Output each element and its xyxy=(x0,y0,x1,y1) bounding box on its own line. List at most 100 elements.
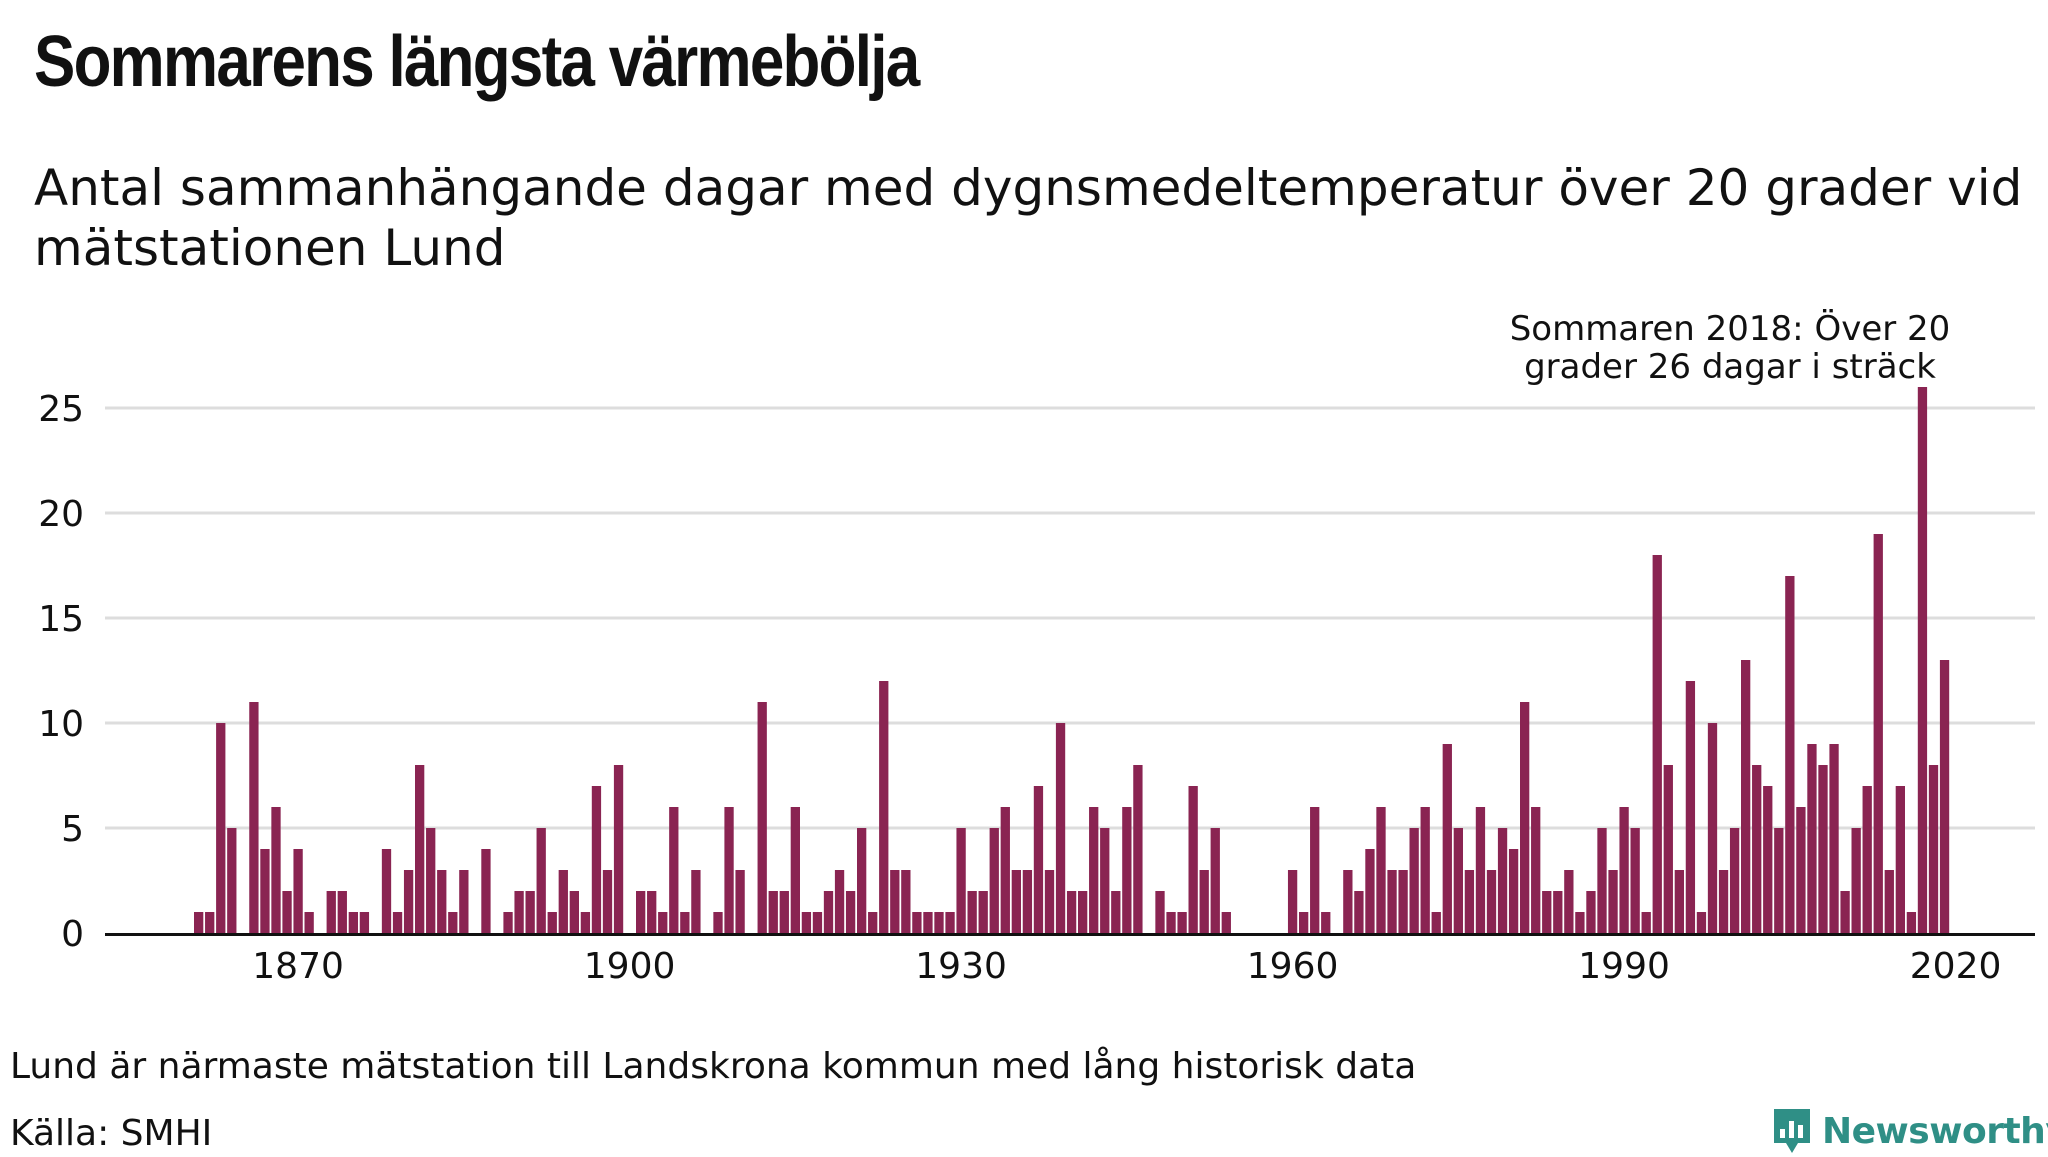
bar-1974 xyxy=(1442,744,1452,933)
bar-1882 xyxy=(426,828,436,933)
x-tick-label: 2020 xyxy=(1910,946,2002,987)
x-tick-label: 1900 xyxy=(584,946,676,987)
bar-1868 xyxy=(271,807,281,933)
bar-1988 xyxy=(1597,828,1607,933)
bar-1905 xyxy=(680,912,690,933)
y-tick-label: 10 xyxy=(38,704,84,745)
bar-1923 xyxy=(879,681,889,933)
bar-1967 xyxy=(1365,849,1375,933)
bar-1922 xyxy=(868,912,878,933)
bar-1891 xyxy=(525,891,535,933)
bar-1881 xyxy=(415,765,425,933)
bar-1980 xyxy=(1508,849,1519,933)
bar-1976 xyxy=(1464,870,1475,933)
bar-1985 xyxy=(1564,870,1574,933)
bar-2014 xyxy=(1884,870,1894,933)
bar-1909 xyxy=(724,807,734,933)
bar-1917 xyxy=(812,912,823,933)
bar-1989 xyxy=(1608,870,1618,933)
newsworthy-logo: Newsworthy xyxy=(1770,1105,2048,1157)
bar-1929 xyxy=(945,912,955,933)
bar-1954 xyxy=(1221,912,1231,933)
bar-1919 xyxy=(834,870,845,933)
bar-1862 xyxy=(205,912,215,933)
bar-1873 xyxy=(326,891,336,933)
bar-1889 xyxy=(503,912,513,933)
bar-1915 xyxy=(790,807,800,933)
y-tick-label: 0 xyxy=(61,914,84,955)
bar-1942 xyxy=(1089,807,1099,933)
bar-1895 xyxy=(569,891,579,933)
bar-1990 xyxy=(1619,807,1629,933)
bar-1906 xyxy=(691,870,701,933)
bar-2008 xyxy=(1818,765,1828,933)
bar-2013 xyxy=(1873,534,1883,933)
bar-1969 xyxy=(1387,870,1397,933)
bar-1932 xyxy=(978,891,988,933)
bar-1928 xyxy=(934,912,944,933)
bar-1933 xyxy=(989,828,999,933)
bar-2002 xyxy=(1752,765,1762,933)
bar-1965 xyxy=(1343,870,1353,933)
bar-1892 xyxy=(536,828,546,933)
bar-1968 xyxy=(1376,807,1386,933)
bar-1927 xyxy=(923,912,933,933)
bar-2004 xyxy=(1774,828,1784,933)
axes: 0 5 10 15 20 25 1870 1900 1930 1960 1990 2020 xyxy=(38,389,2035,987)
bar-1939 xyxy=(1055,723,1066,933)
bar-1896 xyxy=(580,912,591,933)
peak-annotation: Sommaren 2018: Över 20 grader 26 dagar i… xyxy=(1509,309,1951,387)
bar-2019 xyxy=(1939,660,1950,933)
bar-2009 xyxy=(1829,744,1839,933)
bar-1997 xyxy=(1696,912,1707,933)
bar-1992 xyxy=(1641,912,1651,933)
bar-1879 xyxy=(392,912,403,933)
bar-1867 xyxy=(260,849,270,933)
bar-1890 xyxy=(514,891,524,933)
bar-1975 xyxy=(1453,828,1463,933)
bar-1953 xyxy=(1210,828,1220,933)
bar-1925 xyxy=(901,870,911,933)
bar-1861 xyxy=(194,912,204,933)
bar-1952 xyxy=(1199,870,1209,933)
x-tick-label: 1960 xyxy=(1247,946,1339,987)
bar-1970 xyxy=(1398,870,1408,933)
bar-2015 xyxy=(1895,786,1905,933)
bar-1938 xyxy=(1044,870,1055,933)
chart-title: Sommarens längsta värmebölja xyxy=(34,22,920,102)
bars xyxy=(194,387,1950,933)
bar-1885 xyxy=(459,870,469,933)
bar-1918 xyxy=(823,891,834,933)
bar-2007 xyxy=(1807,744,1817,933)
bar-1864 xyxy=(227,828,237,933)
bar-1876 xyxy=(359,912,370,933)
bar-2011 xyxy=(1851,828,1861,933)
bar-1903 xyxy=(658,912,668,933)
source-label: Källa: SMHI xyxy=(10,1113,213,1154)
bar-1910 xyxy=(735,870,745,933)
bar-1908 xyxy=(713,912,723,933)
bar-2017 xyxy=(1917,387,1928,933)
bar-2018 xyxy=(1928,765,1939,933)
bar-1951 xyxy=(1188,786,1198,933)
bar-1870 xyxy=(293,849,303,933)
bar-1902 xyxy=(647,891,657,933)
bar-1979 xyxy=(1497,828,1508,933)
bar-1994 xyxy=(1663,765,1673,933)
bar-1973 xyxy=(1431,912,1441,933)
bar-1982 xyxy=(1531,807,1541,933)
bar-1884 xyxy=(448,912,458,933)
y-tick-label: 20 xyxy=(38,494,84,535)
bar-1887 xyxy=(481,849,491,933)
bar-1961 xyxy=(1299,912,1309,933)
bar-1934 xyxy=(1000,807,1010,933)
bar-1944 xyxy=(1111,891,1121,933)
bar-1912 xyxy=(757,702,767,933)
bar-1935 xyxy=(1011,870,1021,933)
bar-1998 xyxy=(1707,723,1718,933)
bar-1863 xyxy=(216,723,226,933)
bar-1949 xyxy=(1166,912,1176,933)
bar-1995 xyxy=(1674,870,1684,933)
bar-1894 xyxy=(558,870,568,933)
bar-1999 xyxy=(1718,870,1729,933)
